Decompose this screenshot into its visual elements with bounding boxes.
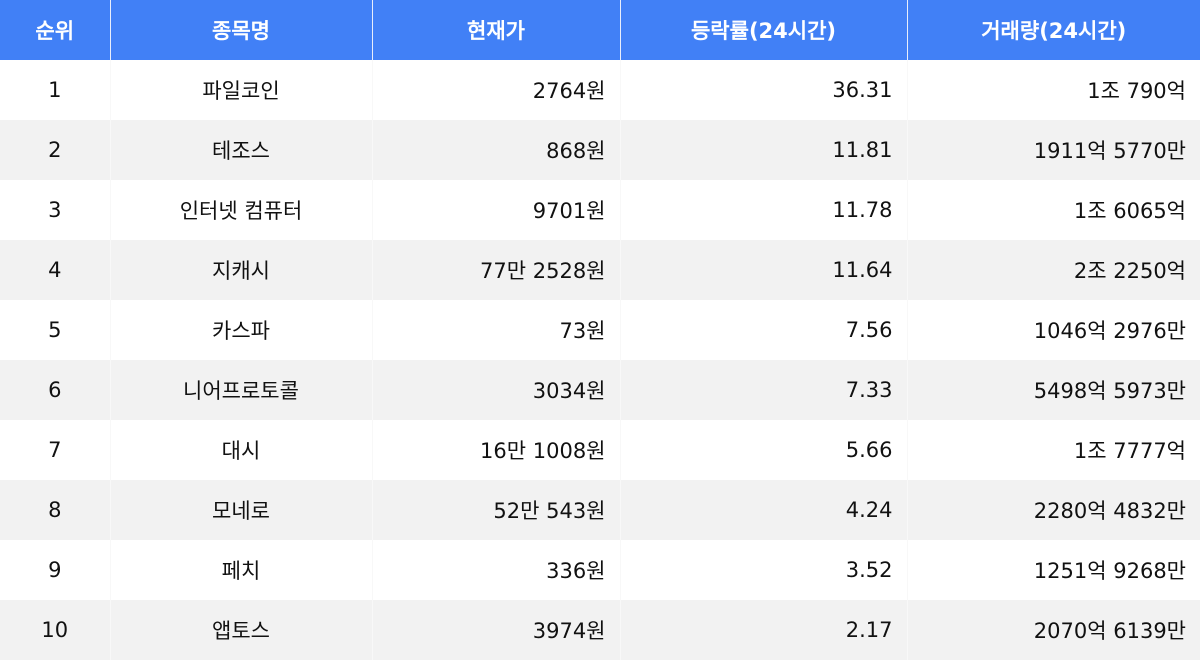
rank-cell: 7 [48,438,62,462]
volume-cell: 1046억 2976만 [906,300,1200,360]
name-cell: 앱토스 [109,600,372,660]
volume-cell: 1조 7777억 [906,420,1200,480]
table-row: 3 인터넷 컴퓨터 9701원 11.78 1조 6065억 [0,180,1200,240]
change-cell: 7.33 [619,360,907,420]
price-cell: 868원 [371,120,620,180]
change-cell: 11.64 [619,240,907,300]
rank-cell: 9 [48,558,62,582]
change-cell: 5.66 [619,420,907,480]
table-row: 5 카스파 73원 7.56 1046억 2976만 [0,300,1200,360]
price-cell: 2764원 [371,60,620,120]
rank-cell: 10 [0,600,110,660]
price-cell: 336원 [371,540,620,600]
header-change: 등락률(24시간) [619,0,907,60]
name-cell: 모네로 [109,480,372,540]
header-volume: 거래량(24시간) [906,0,1200,60]
table-row: 6 니어프로토콜 3034원 7.33 5498억 5973만 [0,360,1200,420]
rank-cell: 4 [0,240,110,300]
change-cell: 2.17 [619,600,907,660]
table-row: 2 테조스 868원 11.81 1911억 5770만 [0,120,1200,180]
table-row: 7 대시 16만 1008원 5.66 1조 7777억 [0,420,1200,480]
rank-cell: 3 [48,198,62,222]
name-cell: 파일코인 [109,60,372,120]
change-cell: 36.31 [619,60,907,120]
price-cell: 3034원 [371,360,620,420]
name-cell: 테조스 [109,120,372,180]
rank-cell: 2 [0,120,110,180]
price-cell: 77만 2528원 [371,240,620,300]
change-cell: 4.24 [619,480,907,540]
price-cell: 9701원 [371,180,620,240]
header-price: 현재가 [371,0,620,60]
volume-cell: 1조 790억 [906,60,1200,120]
header-rank: 순위 [0,0,110,60]
change-cell: 7.56 [619,300,907,360]
table-row: 1 파일코인 2764원 36.31 1조 790억 [0,60,1200,120]
name-cell: 대시 [109,420,372,480]
price-cell: 3974원 [371,600,620,660]
rank-cell: 1 [48,78,62,102]
price-cell: 16만 1008원 [371,420,620,480]
volume-cell: 1911억 5770만 [906,120,1200,180]
rank-cell: 8 [0,480,110,540]
name-cell: 니어프로토콜 [109,360,372,420]
header-name: 종목명 [109,0,372,60]
table-row: 10 앱토스 3974원 2.17 2070억 6139만 [0,600,1200,660]
name-cell: 지캐시 [109,240,372,300]
table-row: 9 페치 336원 3.52 1251억 9268만 [0,540,1200,600]
change-cell: 11.78 [619,180,907,240]
volume-cell: 2280억 4832만 [906,480,1200,540]
change-cell: 3.52 [619,540,907,600]
table-row: 8 모네로 52만 543원 4.24 2280억 4832만 [0,480,1200,540]
volume-cell: 5498억 5973만 [906,360,1200,420]
volume-cell: 2070억 6139만 [906,600,1200,660]
name-cell: 인터넷 컴퓨터 [109,180,372,240]
volume-cell: 1251억 9268만 [906,540,1200,600]
name-cell: 페치 [109,540,372,600]
volume-cell: 1조 6065억 [906,180,1200,240]
price-cell: 73원 [371,300,620,360]
volume-cell: 2조 2250억 [906,240,1200,300]
name-cell: 카스파 [109,300,372,360]
header-row: 순위 종목명 현재가 등락률(24시간) 거래량(24시간) [0,0,1200,60]
price-cell: 52만 543원 [371,480,620,540]
change-cell: 11.81 [619,120,907,180]
rank-cell: 6 [0,360,110,420]
rank-cell: 5 [48,318,62,342]
table-row: 4 지캐시 77만 2528원 11.64 2조 2250억 [0,240,1200,300]
